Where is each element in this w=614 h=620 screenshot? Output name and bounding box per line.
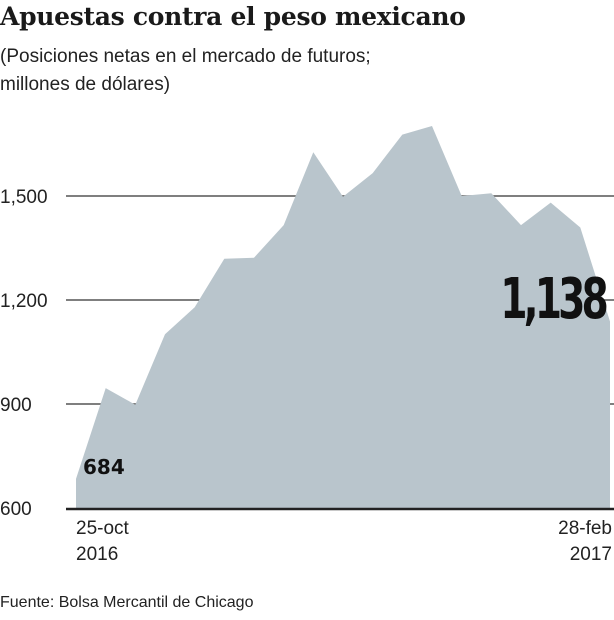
x-start-year: 2016 <box>76 544 119 565</box>
x-end-year: 2017 <box>569 544 612 565</box>
chart-title: Apuestas contra el peso mexicano <box>0 2 466 31</box>
chart-subtitle-line2: millones de dólares) <box>0 74 171 95</box>
chart-subtitle-line1: (Posiciones netas en el mercado de futur… <box>0 46 371 67</box>
y-tick-label: 600 <box>0 499 32 520</box>
source-note: Fuente: Bolsa Mercantil de Chicago <box>0 594 254 611</box>
end-value-label: 1,138 <box>500 266 607 332</box>
start-value-label: 684 <box>83 455 125 479</box>
y-tick-label: 1,500 <box>0 187 48 208</box>
x-start-label: 25-oct 2016 <box>76 516 129 568</box>
x-end-date: 28-feb <box>558 518 612 539</box>
area-series <box>76 126 610 508</box>
x-start-date: 25-oct <box>76 518 129 539</box>
x-end-label: 28-feb 2017 <box>558 516 612 568</box>
y-tick-label: 1,200 <box>0 291 48 312</box>
y-tick-label: 900 <box>0 395 32 416</box>
